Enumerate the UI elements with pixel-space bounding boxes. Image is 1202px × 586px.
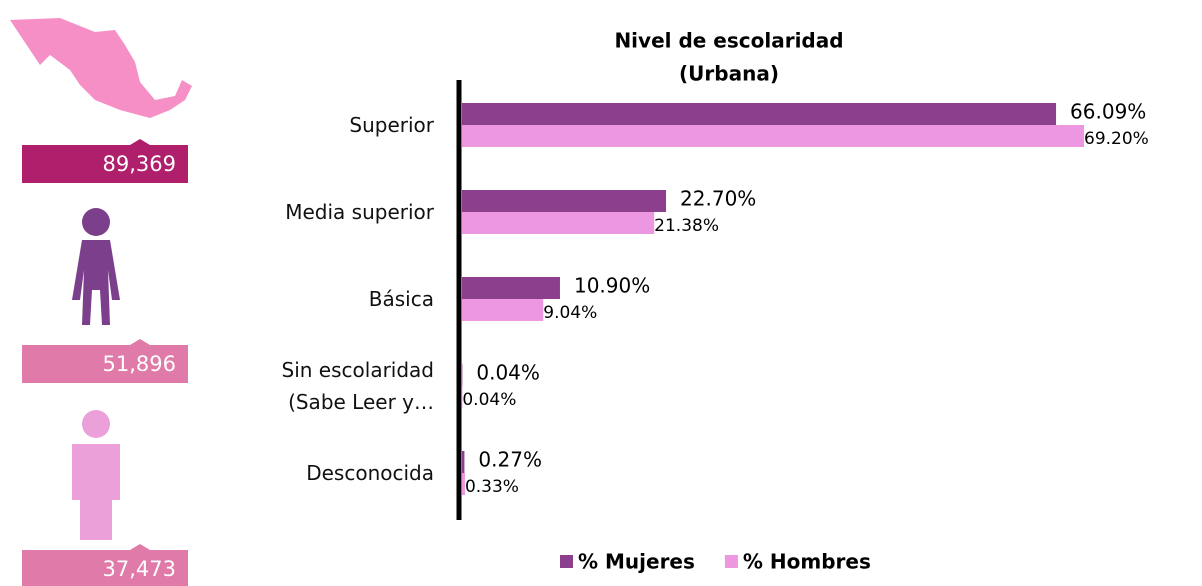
legend-swatch <box>724 555 738 568</box>
value-label: 22.70% <box>680 187 756 211</box>
value-label: 69.20% <box>1084 129 1149 149</box>
value-label: 0.04% <box>476 361 540 385</box>
stat-banner <box>22 339 188 383</box>
chart-title: Nivel de escolaridad <box>614 29 843 53</box>
bar <box>462 212 655 234</box>
bar <box>462 125 1084 147</box>
bar <box>462 277 560 299</box>
category-label: Sin escolaridad (Sabe Leer y… <box>281 358 434 414</box>
category-label: Básica <box>368 287 434 311</box>
stat-value: 89,369 <box>103 152 176 176</box>
bar <box>462 473 465 495</box>
legend-label: % Mujeres <box>578 550 695 574</box>
value-label: 10.90% <box>574 274 650 298</box>
value-label: 0.04% <box>462 390 516 410</box>
chart-subtitle: (Urbana) <box>679 62 779 86</box>
value-label: 0.27% <box>478 448 542 472</box>
stat-banner <box>22 139 188 183</box>
value-label: 0.33% <box>465 477 519 497</box>
category-label: Desconocida <box>306 461 434 485</box>
male-head <box>82 410 110 438</box>
bar <box>462 299 544 321</box>
stat-value: 37,473 <box>103 557 176 581</box>
bar <box>462 103 1057 125</box>
value-label: 21.38% <box>654 216 719 236</box>
stat-value: 51,896 <box>103 352 176 376</box>
female-icon <box>72 240 120 325</box>
value-label: 9.04% <box>543 303 597 323</box>
male-icon <box>72 444 120 540</box>
bar <box>462 190 667 212</box>
value-label: 66.09% <box>1070 100 1146 124</box>
category-label: Superior <box>349 113 434 137</box>
bar <box>462 451 465 473</box>
legend-swatch <box>560 555 573 568</box>
legend-label: % Hombres <box>743 550 871 574</box>
stat-banner <box>22 544 188 586</box>
map-icon <box>10 18 192 118</box>
female-head <box>82 208 110 236</box>
category-label: Media superior <box>285 200 434 224</box>
